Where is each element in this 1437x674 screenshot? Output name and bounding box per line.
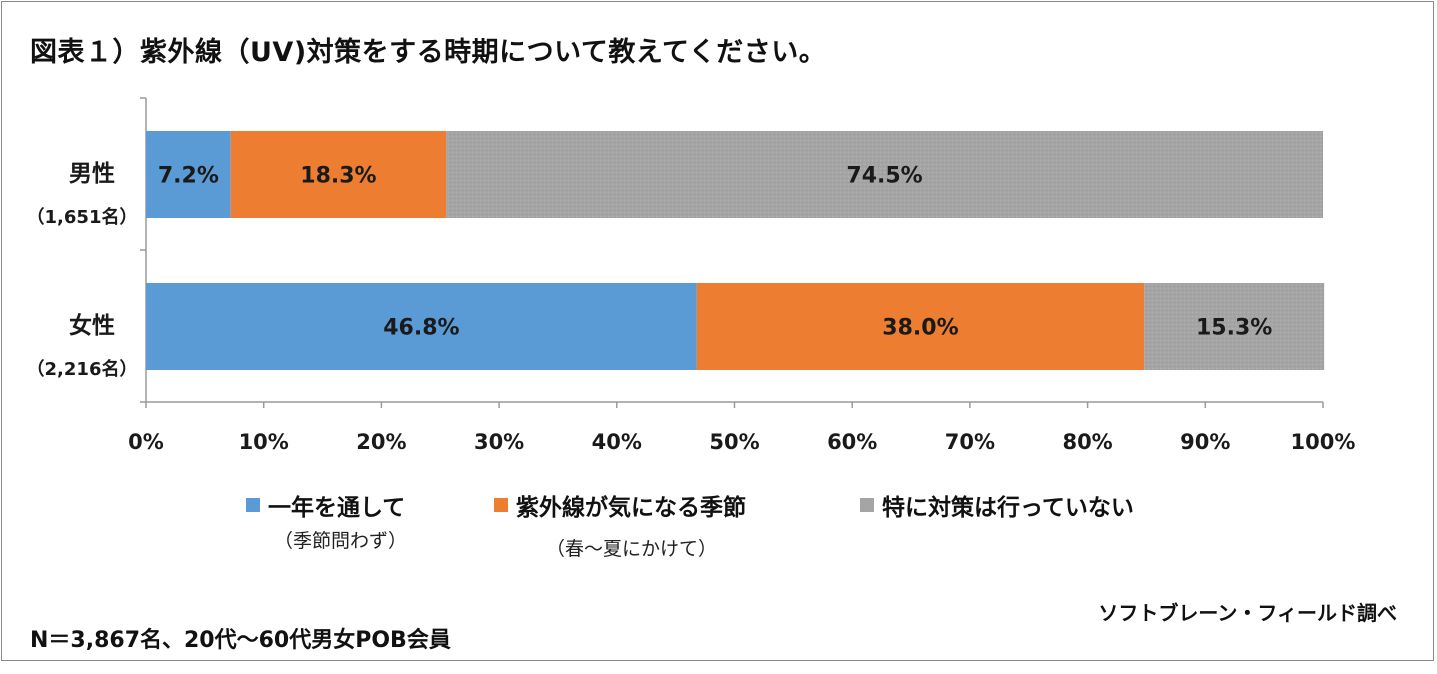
bar-segment xyxy=(1144,283,1325,370)
bar-segment xyxy=(446,131,1323,218)
source-note: ソフトブレーン・フィールド調べ xyxy=(1098,601,1397,625)
chart-frame xyxy=(1,1,1434,661)
x-tick-label: 100% xyxy=(1291,430,1356,454)
sample-note: N＝3,867名、20代〜60代男女POB会員 xyxy=(30,628,451,653)
legend-label: 紫外線が気になる季節 xyxy=(516,495,746,521)
x-tick-label: 50% xyxy=(709,430,759,454)
bar-data-label: 7.2% xyxy=(158,164,219,189)
category-sublabel: （2,216名） xyxy=(27,358,138,380)
legend-label: 特に対策は行っていない xyxy=(882,495,1134,521)
x-tick-label: 0% xyxy=(128,430,164,454)
stacked-bar-chart: 0% 10% 20% 30% 40% 50% 60% 70% 80% 90% 100% 7.2% 18.… xyxy=(27,97,1356,454)
category-sublabel: （1,651名） xyxy=(27,206,138,228)
legend-label: 一年を通して xyxy=(268,495,406,521)
bar-segment xyxy=(146,131,231,218)
legend-swatch xyxy=(494,498,508,512)
category-label: 女性 xyxy=(69,312,115,339)
legend-swatch xyxy=(246,498,260,512)
bar-segment xyxy=(146,283,697,370)
bar-data-label: 18.3% xyxy=(300,164,376,189)
bar-data-label: 74.5% xyxy=(846,164,922,189)
bar-data-label: 46.8% xyxy=(383,316,459,341)
legend-sublabel: （季節問わず） xyxy=(274,530,408,552)
bar-data-label: 15.3% xyxy=(1196,316,1272,341)
bar-segment xyxy=(230,131,447,218)
bar-data-label: 38.0% xyxy=(882,316,958,341)
x-tick-label: 30% xyxy=(474,430,524,454)
x-tick-label: 60% xyxy=(827,430,877,454)
x-tick-label: 80% xyxy=(1062,430,1112,454)
x-tick-label: 20% xyxy=(356,430,406,454)
x-tick-label: 90% xyxy=(1180,430,1230,454)
legend-sublabel: （春〜夏にかけて） xyxy=(546,538,718,560)
x-tick-label: 70% xyxy=(945,430,995,454)
category-label: 男性 xyxy=(69,161,115,187)
chart-title: 図表１）紫外線（UV)対策をする時期について教えてください。 xyxy=(30,37,827,68)
chart-legend: 一年を通して （季節問わず） 紫外線が気になる季節 （春〜夏にかけて） 特に対策は行って… xyxy=(0,488,1437,568)
x-tick-label: 10% xyxy=(239,430,289,454)
bar-segment xyxy=(696,283,1145,370)
x-tick-label: 40% xyxy=(592,430,642,454)
legend-swatch xyxy=(860,498,874,512)
